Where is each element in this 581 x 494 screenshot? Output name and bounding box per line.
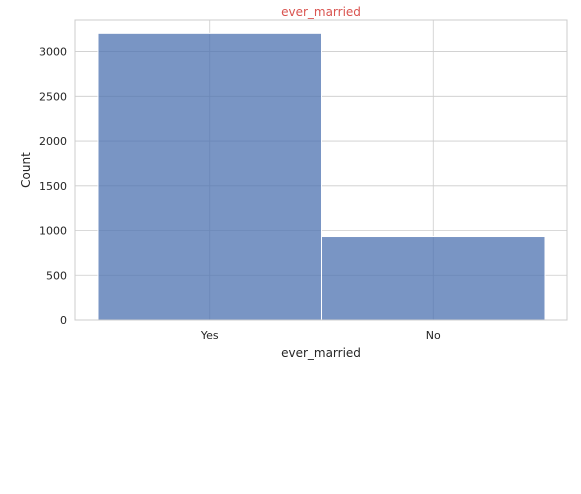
y-axis-label: Count [19, 152, 33, 188]
x-tick-labels: Yes No [200, 329, 441, 342]
bars [97, 32, 546, 321]
x-axis-label: ever_married [281, 346, 361, 360]
y-tick-label: 0 [60, 314, 67, 327]
bar-no [321, 236, 546, 321]
y-tick-label: 1500 [39, 180, 67, 193]
y-tick-labels: 0 500 1000 1500 2000 2500 3000 [39, 46, 67, 327]
x-tick-label: Yes [200, 329, 219, 342]
y-tick-label: 2000 [39, 135, 67, 148]
y-tick-label: 3000 [39, 46, 67, 59]
y-tick-label: 2500 [39, 90, 67, 103]
y-tick-label: 1000 [39, 225, 67, 238]
bar-yes [97, 32, 322, 321]
x-tick-label: No [426, 329, 441, 342]
chart-title: ever_married [281, 5, 361, 19]
y-tick-label: 500 [46, 269, 67, 282]
plot-frame [74, 19, 568, 321]
